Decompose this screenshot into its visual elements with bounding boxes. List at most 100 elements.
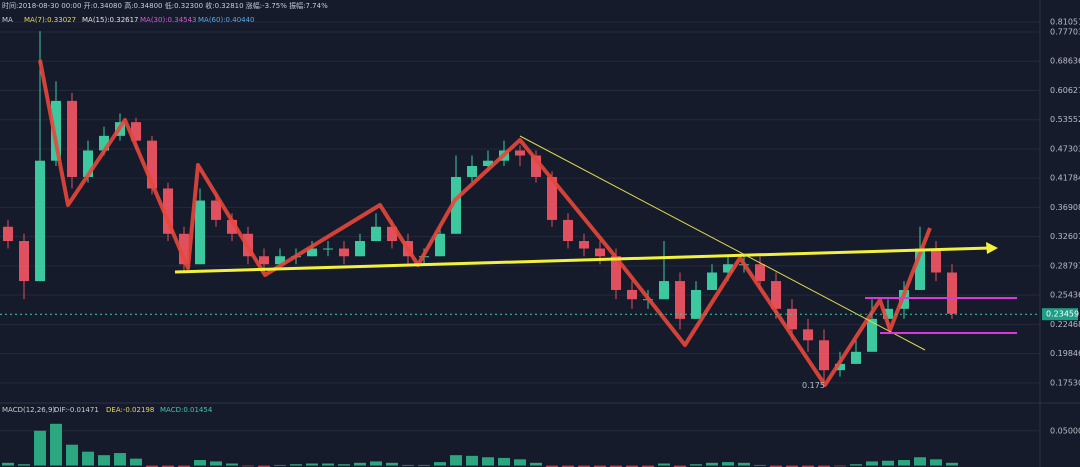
y-tick-label: 0.68636 [1050,57,1080,66]
macd-bar [194,460,206,466]
candle-body [819,340,829,371]
candle-body [515,150,525,156]
macd-bar [818,465,830,467]
candle-body [563,219,573,242]
macd-bar [162,465,174,467]
candle-body [947,272,957,314]
candle-body [259,256,269,265]
macd-bar [242,465,254,467]
macd-bar [690,464,702,466]
macd-bar [882,460,894,466]
macd-bar [850,464,862,466]
y-tick-label: 0.47303 [1050,144,1080,153]
last-price-box [1042,308,1078,321]
candle-body [371,226,381,242]
y-tick-label: 0.25436 [1050,291,1080,300]
macd-bar [18,464,30,466]
candle-body [675,281,685,319]
candle-body [451,176,461,234]
candle-body [723,264,733,273]
macd-bar [2,462,14,466]
macd-bar [370,461,382,466]
macd-bar [66,444,78,466]
macd-bar [322,463,334,466]
macd-bar [98,455,110,466]
candle-body [835,363,845,371]
macd-bar [706,462,718,466]
macd-bar [642,465,654,467]
candle-body [787,308,797,330]
candle-body [179,233,189,265]
macd-tick-label: 0.05000 [1050,426,1080,435]
y-tick-label: 0.17530 [1050,378,1080,387]
candle-body [611,256,621,290]
candle-body [339,248,349,257]
candle-body [579,241,589,249]
y-tick-label: 0.32601 [1050,232,1080,241]
macd-bar [562,465,574,467]
candle-body [323,248,333,250]
macd-bar [466,455,478,466]
last-price-label: 0.23459 [1046,310,1079,319]
macd-bar [306,463,318,466]
candle-body [131,122,141,141]
candle-body [211,200,221,220]
candle-body [755,264,765,282]
macd-label: MACD(12,26,9) [2,406,55,414]
candle-body [803,329,813,341]
macd-bar [914,457,926,466]
candle-body [691,289,701,319]
macd-bar [338,464,350,466]
macd-bar [610,465,622,467]
y-tick-label: 0.60627 [1050,86,1080,95]
macd-label: DIF:-0.01471 [54,406,99,414]
candle-body [707,272,717,290]
candles [3,31,957,384]
drawn-trendline [174,246,991,274]
macd-bar [626,465,638,467]
candle-body [355,241,365,257]
macd-label: MACD:0.01454 [160,406,213,414]
ma-label: MA(60):0.40440 [198,16,255,24]
macd-bar [946,462,958,466]
macd-bar [274,464,286,466]
drawn-line [519,135,926,351]
macd-bar [418,464,430,466]
macd-bar [178,465,190,467]
macd-bar [514,459,526,466]
macd-bar [114,453,126,466]
macd-bar [786,465,798,467]
candle-body [147,140,157,189]
macd-bar [578,465,590,467]
macd-bar [146,465,158,467]
candle-body [435,233,445,257]
y-tick-label: 0.53552 [1050,115,1080,124]
ma-label: MA [2,16,13,24]
macd-bar [434,462,446,466]
candle-body [627,289,637,300]
candle-body [51,100,61,161]
candle-body [387,226,397,242]
macd-bar [770,465,782,467]
candle-body [3,226,13,242]
macd-bar [738,462,750,466]
y-tick-label: 0.28797 [1050,261,1080,270]
candle-body [307,248,317,257]
macd-bar [450,455,462,466]
candle-body [867,318,877,352]
macd-bar [50,423,62,466]
y-tick-label: 0.19846 [1050,349,1080,358]
macd-bar [898,460,910,466]
candle-body [35,160,45,282]
candle-body [531,155,541,177]
y-tick-label: 0.22468 [1050,320,1080,329]
macd-bar [930,459,942,466]
candle-body [771,281,781,309]
macd-bar [498,457,510,466]
candle-body [163,188,173,234]
candle-body [851,351,861,364]
candle-body [595,248,605,257]
